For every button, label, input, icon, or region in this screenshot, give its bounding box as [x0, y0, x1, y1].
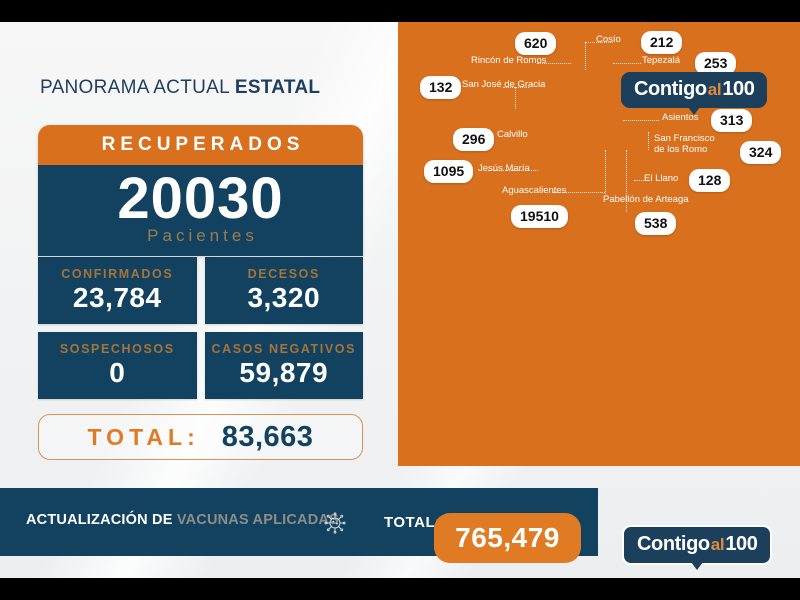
map-label-pabellon-de-arteaga: Pabellón de Arteaga — [603, 194, 689, 205]
page-title: PANORAMA ACTUAL ESTATAL — [40, 77, 320, 99]
vaccination-total-value: 765,479 — [455, 522, 560, 553]
map-label-jesus-maria: Jesús María — [478, 163, 530, 174]
stat-value: 3,320 — [247, 282, 321, 313]
connector-aguascalientes — [553, 192, 605, 193]
map-value-calvillo: 296 — [453, 128, 495, 151]
recovered-value: 20030 — [117, 166, 284, 231]
page-title-bold: ESTATAL — [234, 77, 321, 98]
logo-word-al: al — [710, 534, 725, 554]
map-value-jesus-maria: 1095 — [424, 160, 474, 183]
map-label-el-llano: El Llano — [644, 173, 679, 184]
map-label-rincon-de-romos: Rincón de Romos — [471, 55, 547, 66]
stats-grid: CONFIRMADOS 23,784 DECESOS 3,320 SOSPECH… — [38, 257, 363, 399]
vaccination-total-pill: 765,479 — [434, 513, 581, 563]
connector-cosio-v — [585, 42, 586, 70]
logo-word-contigo: Contigo — [637, 533, 710, 555]
sf-line2: de los Romo — [654, 143, 708, 155]
recovered-heading: RECUPERADOS — [38, 125, 363, 165]
map-value-san-francisco-de-los-romo: 324 — [740, 141, 782, 164]
connector-cosio — [585, 42, 613, 43]
sf-line1: San Francisco — [654, 133, 715, 144]
connector-asientos — [623, 120, 659, 121]
recovered-card: RECUPERADOS 20030 Pacientes — [38, 125, 363, 256]
map-label-tepezala: Tepezalá — [642, 55, 681, 66]
contigo-al-100-logo-top[interactable]: Contigo al 100 — [621, 72, 768, 115]
map-value-el-llano: 128 — [689, 169, 731, 192]
connector-ellano — [634, 180, 652, 181]
logo-word-al: al — [707, 79, 722, 99]
map-value-cosio: 212 — [641, 31, 683, 54]
map-label-cosio: Cosío — [596, 34, 621, 45]
logo-word-100: 100 — [722, 78, 755, 100]
map-label-san-jose-de-gracia: San José de Gracia — [462, 79, 546, 90]
map-label-san-francisco-de-los-romo: San Francisco de los Romo — [654, 133, 715, 156]
total-box: TOTAL: 83,663 — [38, 414, 363, 460]
connector-tepezala — [613, 63, 641, 64]
connector-sjg — [503, 87, 529, 88]
stat-label: SOSPECHOSOS — [59, 342, 175, 356]
map-value-tepezala: 253 — [695, 52, 737, 75]
vaccination-total-label: TOTAL: — [384, 514, 441, 531]
vaccination-label-bold: ACTUALIZACIÓN DE — [26, 512, 177, 528]
stat-sospechosos: SOSPECHOSOS 0 — [38, 332, 197, 399]
map-label-calvillo: Calvillo — [497, 129, 528, 140]
stat-casos-negativos: CASOS NEGATIVOS 59,879 — [204, 332, 363, 399]
map-value-pabellon-de-arteaga: 538 — [635, 212, 677, 235]
content-canvas: Cosío 212 620 Rincón de Romos Tepezalá 2… — [0, 22, 800, 578]
map-label-asientos: Asientos — [662, 112, 699, 123]
stat-confirmados: CONFIRMADOS 23,784 — [38, 257, 197, 324]
map-value-rincon-de-romos: 620 — [515, 32, 557, 55]
stat-value: 0 — [109, 357, 126, 388]
map-value-asientos: 313 — [711, 109, 753, 132]
total-value: 83,663 — [221, 420, 314, 453]
logo-word-100: 100 — [725, 533, 758, 555]
map-value-san-jose-de-gracia: 132 — [420, 76, 462, 99]
total-label: TOTAL: — [87, 423, 200, 450]
contigo-al-100-logo-bottom[interactable]: Contigo al 100 — [622, 525, 773, 570]
stat-label: CASOS NEGATIVOS — [211, 342, 357, 356]
recovered-unit: Pacientes — [147, 225, 258, 245]
stat-value: 59,879 — [239, 357, 329, 388]
recovered-body: 20030 Pacientes — [38, 165, 363, 256]
logo-word-contigo: Contigo — [634, 78, 707, 100]
connector-jesusmaria — [488, 170, 538, 171]
stat-value: 23,784 — [72, 282, 162, 313]
map-label-aguascalientes: Aguascalientes — [502, 185, 567, 196]
coronavirus-icon — [324, 512, 346, 534]
page-title-light: PANORAMA ACTUAL — [40, 77, 235, 98]
vaccination-label: ACTUALIZACIÓN DE VACUNAS APLICADAS — [26, 512, 339, 528]
stat-label: DECESOS — [247, 267, 320, 281]
vaccination-label-dim: VACUNAS APLICADAS — [176, 512, 339, 528]
stat-label: CONFIRMADOS — [61, 267, 174, 281]
stat-decesos: DECESOS 3,320 — [204, 257, 363, 324]
connector-pabellon-v — [626, 150, 627, 212]
connector-sjg-v — [515, 87, 516, 109]
map-value-aguascalientes: 19510 — [511, 205, 568, 228]
connector-sfr-v — [648, 132, 649, 150]
connector-aguascalientes-v — [605, 150, 606, 194]
connector-rincon — [537, 63, 571, 64]
